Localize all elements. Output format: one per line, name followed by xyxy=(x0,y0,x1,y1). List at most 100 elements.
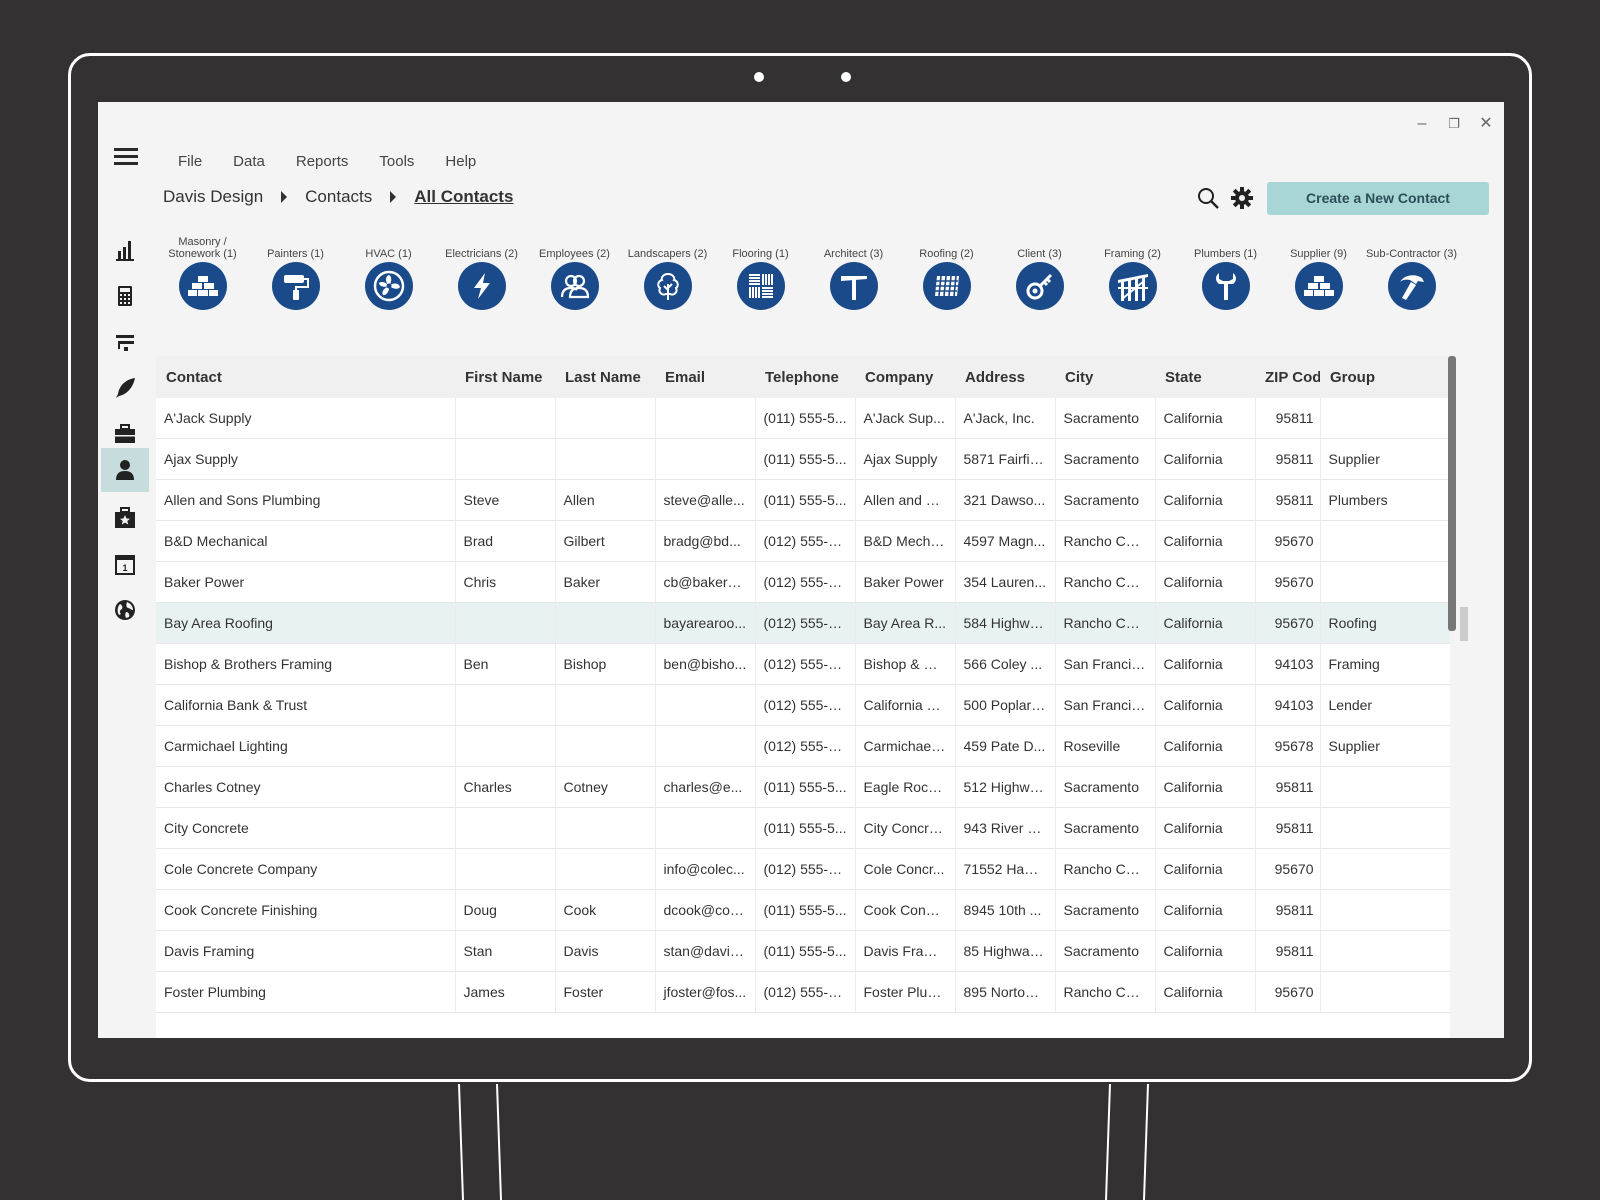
category-sub-contractor[interactable]: Sub-Contractor (3) xyxy=(1365,232,1458,310)
star-kit-icon[interactable] xyxy=(101,496,149,540)
table-cell: Baker Power xyxy=(855,561,956,603)
menu-file[interactable]: File xyxy=(178,153,203,170)
column-header[interactable]: City xyxy=(1055,356,1155,398)
column-header[interactable]: Address xyxy=(955,356,1055,398)
table-cell: Lender xyxy=(1320,684,1450,726)
table-row[interactable]: Allen and Sons Plumbing Steve Allen steve@a… xyxy=(156,479,1450,521)
category-supplier[interactable]: Supplier (9) xyxy=(1272,232,1365,310)
category-masonry[interactable]: Masonry / Stonework (1) xyxy=(156,232,249,310)
table-row[interactable]: A'Jack Supply (011) 555-5... A'Jack Sup...… xyxy=(156,398,1450,439)
table-cell xyxy=(555,438,656,480)
column-header[interactable]: Group xyxy=(1320,356,1450,398)
table-row[interactable]: B&D Mechanical Brad Gilbert bradg@bd... (012… xyxy=(156,520,1450,562)
table-row[interactable]: Bishop & Brothers Framing Ben Bishop ben@bi… xyxy=(156,643,1450,685)
close-button[interactable]: ✕ xyxy=(1479,115,1493,132)
person-icon[interactable] xyxy=(101,448,149,492)
table-cell: 95811 xyxy=(1255,807,1321,849)
category-hvac[interactable]: HVAC (1) xyxy=(342,232,435,310)
table-cell: Rancho Cor... xyxy=(1055,848,1156,890)
table-row[interactable]: Cook Concrete Finishing Doug Cook dcook@coo… xyxy=(156,889,1450,931)
column-header[interactable]: ZIP Code xyxy=(1255,356,1320,398)
column-header[interactable]: Email xyxy=(655,356,755,398)
category-label: Masonry / Stonework (1) xyxy=(168,236,237,260)
globe-icon[interactable] xyxy=(101,588,149,632)
breadcrumb-current[interactable]: All Contacts xyxy=(414,187,514,206)
table-cell: (012) 555-5... xyxy=(755,971,856,1013)
menu-reports[interactable]: Reports xyxy=(295,153,349,170)
table-cell xyxy=(455,602,556,644)
category-flooring[interactable]: Flooring (1) xyxy=(714,232,807,310)
menu-tools[interactable]: Tools xyxy=(379,153,415,170)
category-electricians[interactable]: Electricians (2) xyxy=(435,232,528,310)
table-cell: ben@bisho... xyxy=(655,643,756,685)
category-roofing[interactable]: Roofing (2) xyxy=(900,232,993,310)
table-cell xyxy=(1320,971,1450,1013)
scrollbar-handle[interactable] xyxy=(1460,607,1468,641)
filter-icon[interactable] xyxy=(101,320,149,364)
table-cell xyxy=(455,684,556,726)
column-header[interactable]: Contact xyxy=(156,356,455,398)
camera-dot xyxy=(754,72,764,82)
category-framing[interactable]: Framing (2) xyxy=(1086,232,1179,310)
table-cell: 500 Poplar ... xyxy=(955,684,1056,726)
vertical-scrollbar[interactable] xyxy=(1448,356,1456,631)
category-painters[interactable]: Painters (1) xyxy=(249,232,342,310)
category-client[interactable]: Client (3) xyxy=(993,232,1086,310)
calculator-icon[interactable] xyxy=(101,274,149,318)
table-cell: City Concrete xyxy=(855,807,956,849)
breadcrumb-root[interactable]: Davis Design xyxy=(163,187,264,206)
search-icon[interactable] xyxy=(1196,186,1220,210)
table-cell: 95670 xyxy=(1255,971,1321,1013)
breadcrumb-section[interactable]: Contacts xyxy=(305,187,373,206)
table-row[interactable]: Cole Concrete Company info@colec... (012) … xyxy=(156,848,1450,890)
table-row[interactable]: Ajax Supply (011) 555-5... Ajax Supply 5871… xyxy=(156,438,1450,480)
minimize-button[interactable]: – xyxy=(1417,115,1427,132)
table-cell: Carmichael ... xyxy=(855,725,956,767)
bar-chart-icon[interactable] xyxy=(101,228,149,272)
category-architect[interactable]: Architect (3) xyxy=(807,232,900,310)
table-row[interactable]: Baker Power Chris Baker cb@bakerp... (012) 5… xyxy=(156,561,1450,603)
feather-icon[interactable] xyxy=(101,366,149,410)
table-row[interactable]: Davis Framing Stan Davis stan@davis... (011)… xyxy=(156,930,1450,972)
create-contact-button[interactable]: Create a New Contact xyxy=(1267,182,1489,215)
table-row[interactable]: Bay Area Roofing bayarearoo... (012) 555-5… xyxy=(156,602,1450,644)
category-plumbers[interactable]: Plumbers (1) xyxy=(1179,232,1272,310)
table-cell: cb@bakerp... xyxy=(655,561,756,603)
gear-icon[interactable] xyxy=(1230,186,1254,210)
category-employees[interactable]: Employees (2) xyxy=(528,232,621,310)
column-header[interactable]: State xyxy=(1155,356,1255,398)
calendar-icon[interactable]: 1 xyxy=(101,542,149,586)
table-row[interactable]: Carmichael Lighting (012) 555-5... Carmich… xyxy=(156,725,1450,767)
briefcase-icon[interactable] xyxy=(101,412,149,456)
column-header[interactable]: Last Name xyxy=(555,356,655,398)
table-cell: 94103 xyxy=(1255,684,1321,726)
table-cell: Rancho Cor... xyxy=(1055,602,1156,644)
table-cell: Stan xyxy=(455,930,556,972)
table-cell: A'Jack, Inc. xyxy=(955,398,1056,439)
table-cell xyxy=(1320,398,1450,439)
table-cell: California xyxy=(1155,520,1256,562)
menu-help[interactable]: Help xyxy=(445,153,477,170)
column-header[interactable]: Telephone xyxy=(755,356,855,398)
table-row[interactable]: City Concrete (011) 555-5... City Concrete… xyxy=(156,807,1450,849)
menu-data[interactable]: Data xyxy=(233,153,265,170)
table-cell: Allen xyxy=(555,479,656,521)
column-header[interactable]: Company xyxy=(855,356,955,398)
table-cell: Cotney xyxy=(555,766,656,808)
table-row[interactable]: Charles Cotney Charles Cotney charles@e...(… xyxy=(156,766,1450,808)
table-cell: Foster Plum... xyxy=(855,971,956,1013)
category-landscapers[interactable]: Landscapers (2) xyxy=(621,232,714,310)
table-cell xyxy=(655,438,756,480)
table-cell: Bishop & Br... xyxy=(855,643,956,685)
hamburger-menu-icon[interactable] xyxy=(114,148,138,166)
table-cell xyxy=(555,725,656,767)
column-header[interactable]: First Name xyxy=(455,356,555,398)
table-row[interactable]: Foster Plumbing James Foster jfoster@fos...… xyxy=(156,971,1450,1013)
table-cell: 95670 xyxy=(1255,561,1321,603)
table-cell: Eagle Rock... xyxy=(855,766,956,808)
table-cell: 95811 xyxy=(1255,930,1321,972)
restore-button[interactable]: ❐ xyxy=(1448,116,1460,131)
table-cell xyxy=(555,848,656,890)
table-cell: (011) 555-5... xyxy=(755,766,856,808)
table-row[interactable]: California Bank & Trust (012) 555-5... Cal… xyxy=(156,684,1450,726)
